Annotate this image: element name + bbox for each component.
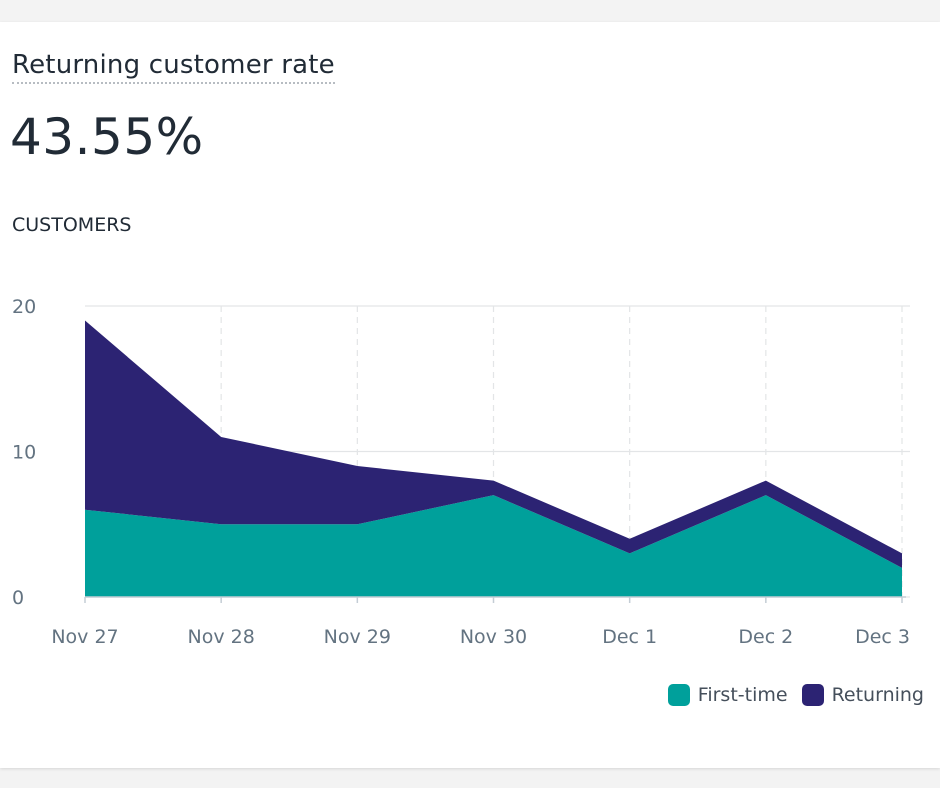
y-tick-label-0: 0 [12, 587, 24, 609]
area-series-first-time [85, 495, 902, 597]
legend-swatch-returning [801, 684, 824, 706]
legend-swatch-first-time [667, 684, 690, 706]
chart-subheading: CUSTOMERS [12, 214, 132, 236]
x-tick-label-4: Dec 1 [602, 626, 657, 648]
x-tick-label-2: Nov 29 [324, 626, 391, 648]
x-tick-label-5: Dec 2 [738, 626, 793, 648]
metric-value: 43.55% [10, 108, 204, 166]
legend-item-first-time[interactable]: First-time [667, 684, 788, 706]
x-tick-label-0: Nov 27 [51, 626, 118, 648]
x-tick-label-3: Nov 30 [460, 626, 527, 648]
legend-label-returning: Returning [831, 684, 924, 706]
y-tick-label-10: 10 [12, 442, 36, 464]
y-tick-label-20: 20 [12, 296, 36, 318]
x-tick-label-6: Dec 3 [855, 626, 910, 648]
card-title[interactable]: Returning customer rate [12, 50, 335, 84]
chart-legend: First-time Returning [667, 684, 924, 706]
legend-item-returning[interactable]: Returning [801, 684, 924, 706]
legend-label-first-time: First-time [697, 684, 788, 706]
x-tick-label-1: Nov 28 [188, 626, 255, 648]
area-series-returning [85, 320, 902, 568]
